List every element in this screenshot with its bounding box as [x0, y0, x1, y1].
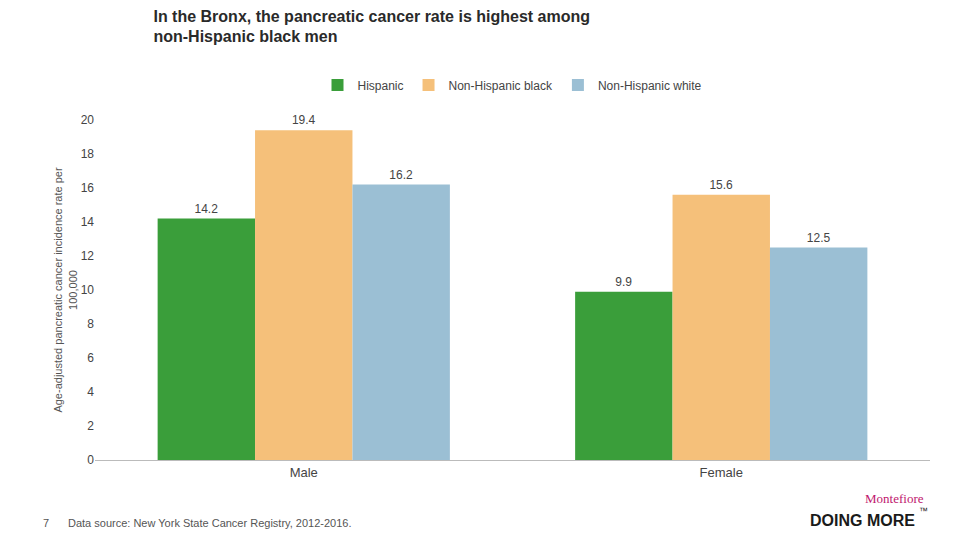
svg-text:7: 7	[43, 517, 49, 529]
svg-text:14.2: 14.2	[194, 202, 218, 216]
svg-text:18: 18	[81, 147, 95, 161]
svg-text:Female: Female	[700, 465, 743, 480]
svg-text:14: 14	[81, 215, 95, 229]
svg-text:10: 10	[81, 283, 95, 297]
svg-text:™: ™	[919, 506, 928, 516]
svg-text:4: 4	[87, 385, 94, 399]
svg-text:12: 12	[81, 249, 95, 263]
svg-text:Non-Hispanic black: Non-Hispanic black	[449, 79, 553, 93]
svg-text:In the Bronx, the pancreatic c: In the Bronx, the pancreatic cancer rate…	[153, 8, 590, 46]
svg-text:Montefiore: Montefiore	[865, 491, 924, 506]
svg-text:19.4: 19.4	[292, 113, 316, 127]
svg-text:Male: Male	[290, 465, 318, 480]
svg-text:Non-Hispanic white: Non-Hispanic white	[598, 79, 702, 93]
svg-text:16: 16	[81, 181, 95, 195]
svg-text:20: 20	[81, 113, 95, 127]
svg-text:0: 0	[87, 453, 94, 467]
svg-text:Hispanic: Hispanic	[358, 79, 404, 93]
svg-text:9.9: 9.9	[615, 275, 632, 289]
svg-text:DOING MORE: DOING MORE	[810, 512, 915, 529]
svg-text:12.5: 12.5	[807, 231, 831, 245]
svg-text:16.2: 16.2	[389, 168, 413, 182]
svg-text:Data source: New York State Ca: Data source: New York State Cancer Regis…	[68, 517, 352, 529]
svg-text:8: 8	[87, 317, 94, 331]
svg-text:15.6: 15.6	[709, 178, 733, 192]
svg-text:2: 2	[87, 419, 94, 433]
svg-text:Age-adjusted pancreatic cancer: Age-adjusted pancreatic cancer incidence…	[52, 167, 78, 413]
svg-text:6: 6	[87, 351, 94, 365]
